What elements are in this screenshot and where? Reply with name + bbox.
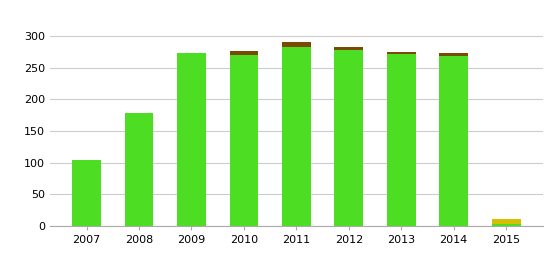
Bar [387,52,416,54]
Bar [335,50,363,226]
Bar [492,223,521,226]
Bar [492,218,521,223]
Bar [125,113,153,226]
Bar [282,42,311,47]
Bar [335,47,363,50]
Bar [439,53,468,56]
Bar [72,160,101,226]
Bar [229,55,258,226]
Bar [282,47,311,226]
Bar [387,54,416,226]
Bar [229,51,258,55]
Bar [439,56,468,226]
Bar [177,53,206,226]
